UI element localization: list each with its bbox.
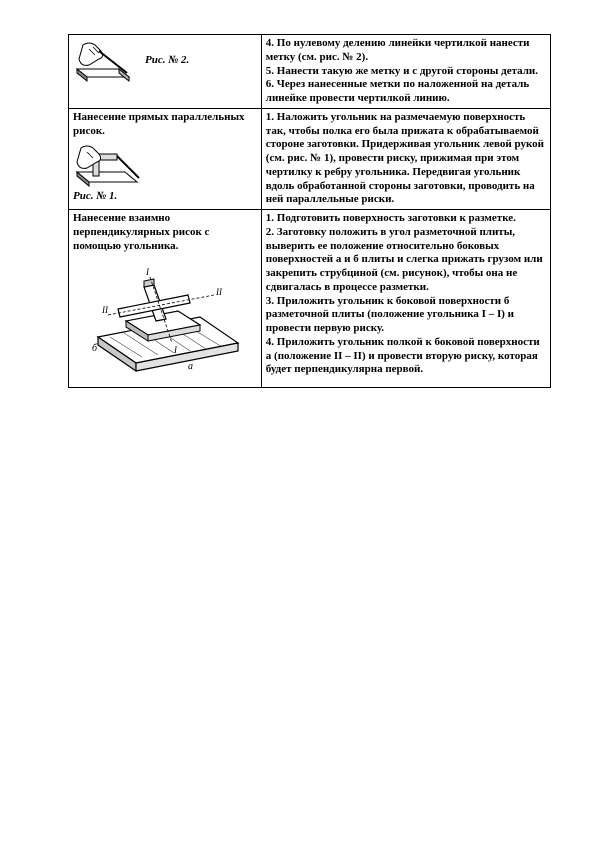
cell-fig3: Нанесение взаимно перпендикулярных рисок… bbox=[69, 210, 262, 388]
figure-2-caption: Рис. № 2. bbox=[145, 54, 189, 68]
cell-text-1: 4. По нулевому делению линейки чертилкой… bbox=[261, 35, 550, 109]
row3-title: Нанесение взаимно перпендикулярных рисок… bbox=[73, 212, 257, 253]
cell-text-2: 1. Наложить угольник на размечаемую пове… bbox=[261, 108, 550, 209]
label-a: а bbox=[188, 361, 193, 372]
figure-1 bbox=[73, 142, 257, 188]
figure-2: Рис. № 2. bbox=[73, 39, 257, 83]
row2-text: 1. Наложить угольник на размечаемую пове… bbox=[266, 111, 544, 206]
hand-scriber-icon bbox=[73, 39, 139, 83]
table-row: Нанесение взаимно перпендикулярных рисок… bbox=[69, 210, 551, 388]
instruction-table: Рис. № 2. 4. По нулевому делению линейки… bbox=[68, 34, 551, 388]
page: Рис. № 2. 4. По нулевому делению линейки… bbox=[0, 0, 595, 388]
label-I-top: I bbox=[145, 267, 150, 277]
row2-title: Нанесение прямых параллельных рисок. bbox=[73, 111, 257, 139]
cell-fig2: Рис. № 2. bbox=[69, 35, 262, 109]
label-II-left: II bbox=[101, 305, 109, 315]
row1-text: 4. По нулевому делению линейки чертилкой… bbox=[266, 37, 538, 104]
table-row: Нанесение прямых параллельных рисок. Рис… bbox=[69, 108, 551, 209]
label-b: б bbox=[92, 343, 98, 354]
table-row: Рис. № 2. 4. По нулевому делению линейки… bbox=[69, 35, 551, 109]
cell-text-3: 1. Подготовить поверхность заготовки к р… bbox=[261, 210, 550, 388]
cell-fig1: Нанесение прямых параллельных рисок. Рис… bbox=[69, 108, 262, 209]
hand-square-icon bbox=[73, 142, 145, 188]
figure-1-caption: Рис. № 1. bbox=[73, 190, 257, 204]
row3-text: 1. Подготовить поверхность заготовки к р… bbox=[266, 212, 543, 375]
label-II-right: II bbox=[215, 287, 223, 297]
perpendicular-diagram-icon: I I II II б а bbox=[80, 259, 250, 379]
